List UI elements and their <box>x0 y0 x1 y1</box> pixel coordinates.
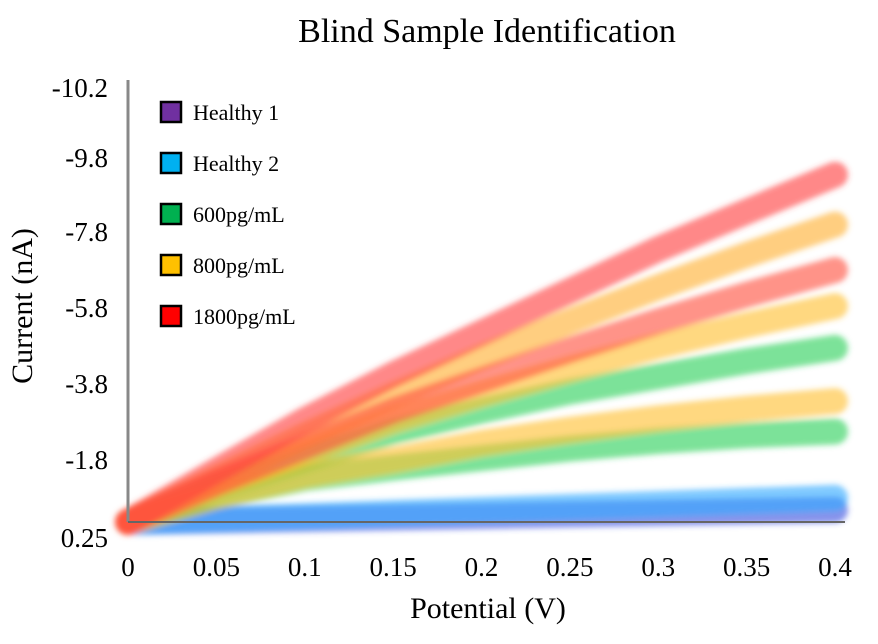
series-line-8 <box>115 257 848 535</box>
y-tick-label: -3.8 <box>65 369 108 399</box>
x-tick-label: 0.35 <box>723 552 770 582</box>
legend-swatch <box>159 202 183 226</box>
series-line-2 <box>115 484 848 535</box>
legend-label: 600pg/mL <box>193 202 285 227</box>
y-tick-label: -10.2 <box>52 73 108 103</box>
x-tick-labels: 0 0.05 0.1 0.15 0.2 0.25 0.3 0.35 0.4 <box>121 552 852 582</box>
legend-label: Healthy 1 <box>193 100 279 125</box>
x-tick-label: 0.3 <box>641 552 675 582</box>
series-line-5 <box>115 388 848 535</box>
legend-label: 800pg/mL <box>193 253 285 278</box>
x-tick-label: 0.05 <box>193 552 240 582</box>
legend-swatch <box>159 304 183 328</box>
y-tick-label: -9.8 <box>65 143 108 173</box>
y-tick-label: -7.8 <box>65 217 108 247</box>
legend-label: Healthy 2 <box>193 151 279 176</box>
series-line-9 <box>115 161 848 535</box>
y-tick-label: -5.8 <box>65 293 108 323</box>
x-axis-label: Potential (V) <box>410 592 566 625</box>
x-tick-label: 0.25 <box>546 552 593 582</box>
x-tick-label: 0.2 <box>465 552 499 582</box>
y-tick-label: 0.25 <box>61 523 108 553</box>
legend-swatch <box>159 151 183 175</box>
y-tick-label: -1.8 <box>65 445 108 475</box>
chart-title: Blind Sample Identification <box>298 13 676 50</box>
x-tick-label: 0 <box>121 552 135 582</box>
legend-label: 1800pg/mL <box>193 304 296 329</box>
y-axis-label: Current (nA) <box>6 228 39 384</box>
x-tick-label: 0.1 <box>288 552 322 582</box>
legend-swatch <box>159 253 183 277</box>
series-layer <box>115 161 848 535</box>
legend-swatch <box>159 100 183 124</box>
y-tick-labels: -10.2 -9.8 -7.8 -5.8 -3.8 -1.8 0.25 <box>52 73 108 553</box>
x-tick-label: 0.4 <box>818 552 852 582</box>
x-tick-label: 0.15 <box>370 552 417 582</box>
legend: Healthy 1 Healthy 2 600pg/mL 800pg/mL 1800pg… <box>159 100 296 329</box>
